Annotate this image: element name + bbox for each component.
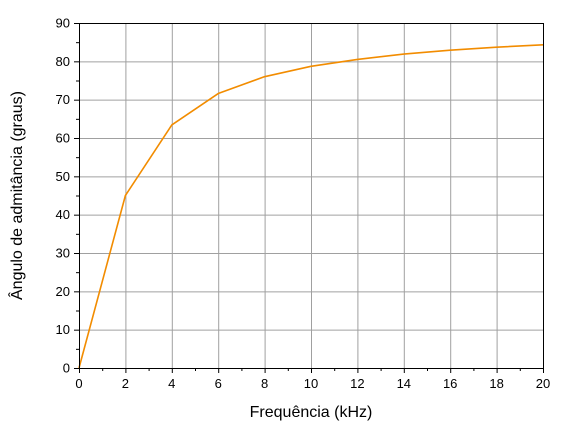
y-axis-label: Ângulo de admitância (graus) [7,91,26,300]
x-tick-label: 10 [304,376,318,391]
tick-labels: 0 2 4 6 8 10 12 14 16 18 20 0 10 20 30 40 50 60 70 80 90 [56,16,551,392]
series-line [78,44,544,369]
x-tick-label: 16 [443,376,457,391]
y-tick-label: 30 [56,246,70,261]
grid [79,23,544,369]
x-tick-label: 0 [75,376,82,391]
series-layer [78,44,544,369]
y-tick-label: 70 [56,92,70,107]
x-axis-label: Frequência (kHz) [250,404,373,421]
y-tick-label: 90 [56,16,70,31]
y-tick-label: 60 [56,131,70,146]
x-tick-label: 4 [168,376,175,391]
y-tick-label: 10 [56,322,70,337]
y-tick-label: 20 [56,284,70,299]
x-tick-label: 8 [261,376,268,391]
y-tick-label: 50 [56,169,70,184]
ticks [74,23,544,373]
x-tick-label: 6 [215,376,222,391]
x-tick-label: 12 [350,376,364,391]
x-tick-label: 20 [536,376,550,391]
y-tick-label: 0 [63,361,70,376]
x-tick-label: 18 [489,376,503,391]
x-tick-label: 14 [397,376,411,391]
y-tick-label: 40 [56,207,70,222]
x-tick-label: 2 [122,376,129,391]
y-tick-label: 80 [56,54,70,69]
